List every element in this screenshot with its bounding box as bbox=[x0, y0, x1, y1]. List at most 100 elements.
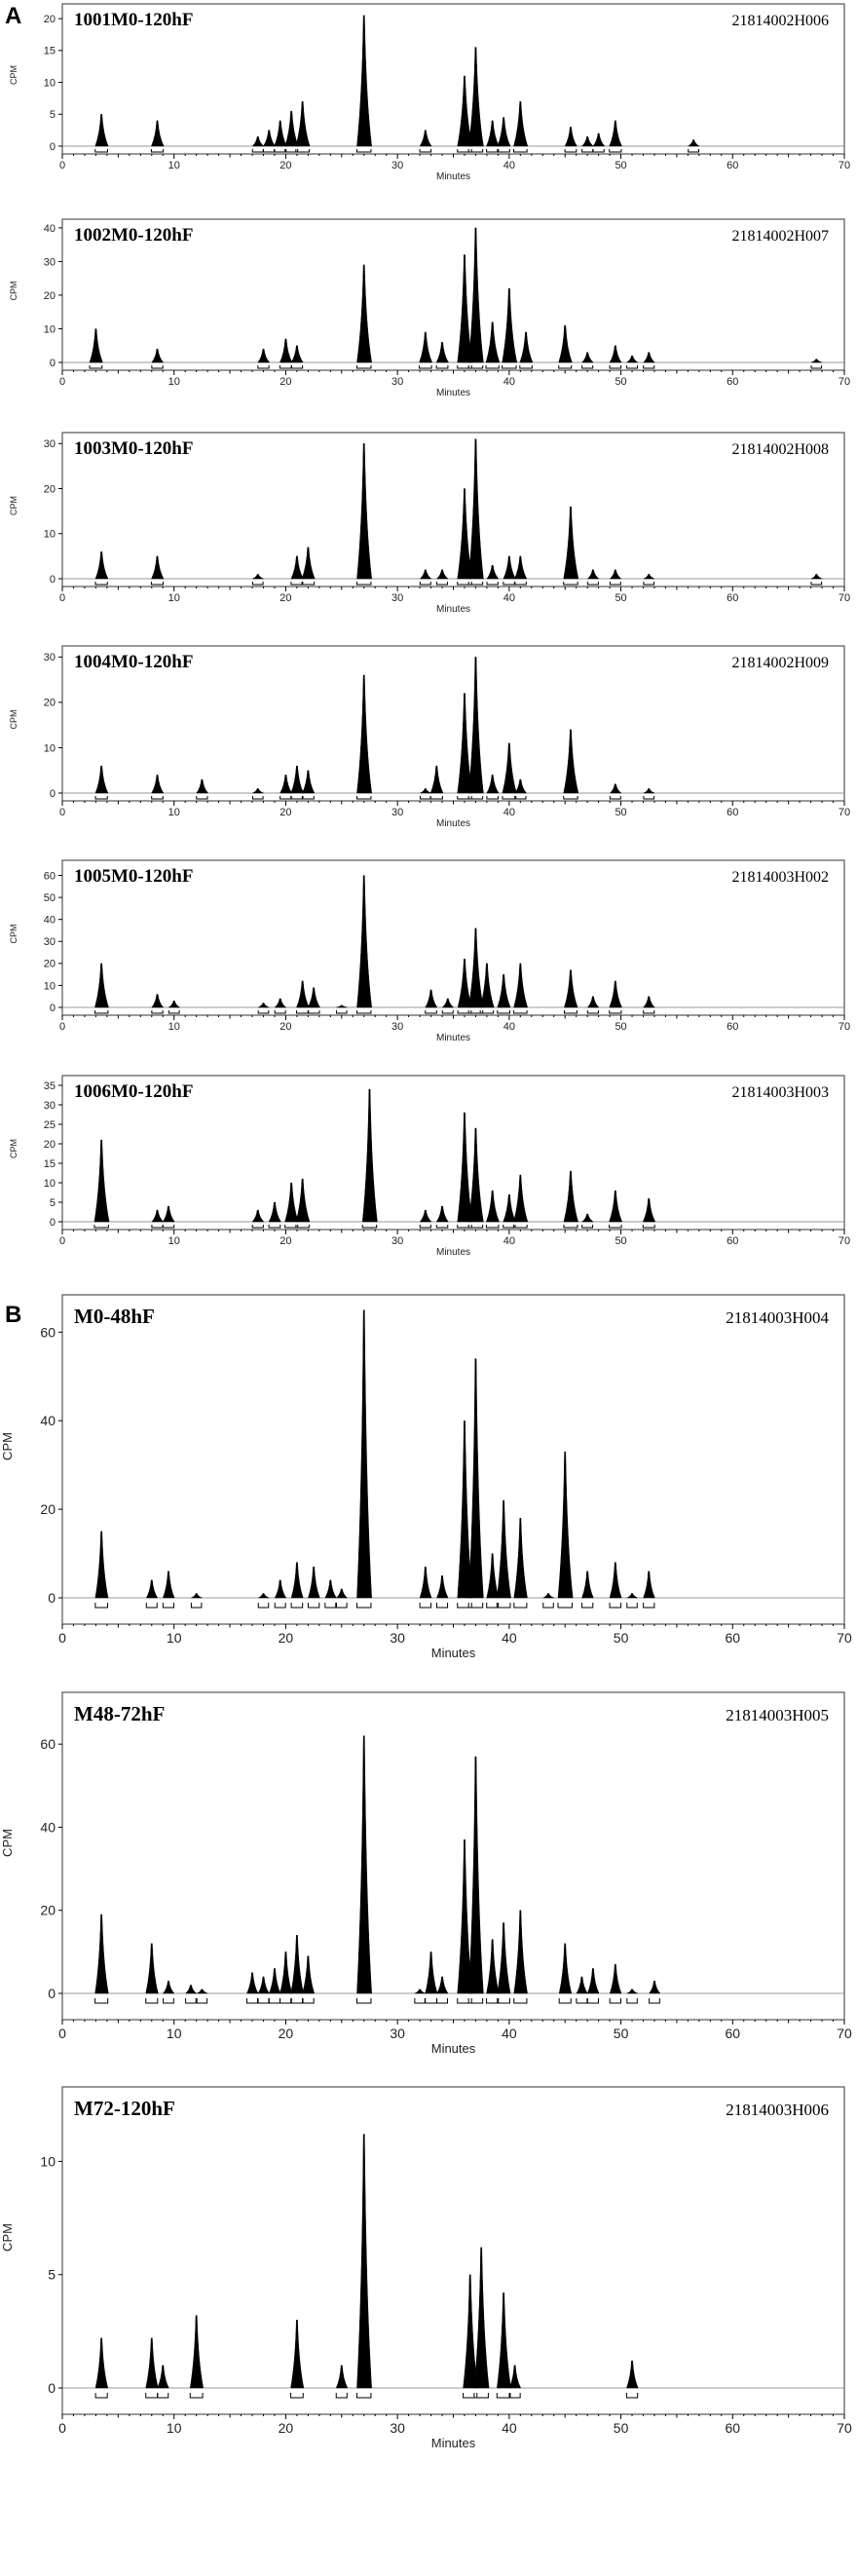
integration-bracket bbox=[609, 1603, 622, 1609]
peak-18 bbox=[513, 1517, 528, 1599]
integration-bracket bbox=[162, 1225, 175, 1229]
x-tick-label: 30 bbox=[390, 2420, 405, 2436]
x-tick-label: 60 bbox=[727, 807, 738, 818]
x-tick-label: 0 bbox=[59, 160, 65, 171]
peak-7 bbox=[307, 987, 321, 1008]
peak-6 bbox=[284, 1182, 299, 1223]
peak-9 bbox=[457, 254, 473, 363]
integration-bracket bbox=[324, 1603, 337, 1609]
integration-bracket bbox=[513, 1603, 528, 1609]
integration-bracket bbox=[508, 2393, 521, 2399]
integration-bracket bbox=[435, 1603, 449, 1609]
x-tick-label: 10 bbox=[168, 592, 180, 604]
peak-17 bbox=[467, 1756, 484, 1994]
integration-bracket bbox=[457, 365, 472, 369]
integration-bracket bbox=[150, 149, 165, 153]
integration-bracket bbox=[295, 149, 310, 153]
integration-bracket bbox=[257, 1603, 270, 1609]
x-tick-label: 20 bbox=[279, 376, 291, 388]
peak-15 bbox=[467, 1358, 484, 1599]
integration-bracket bbox=[457, 1225, 472, 1229]
integration-bracket bbox=[457, 1603, 472, 1609]
peak-17 bbox=[625, 355, 639, 363]
peak-2 bbox=[151, 775, 165, 794]
peak-1 bbox=[94, 1913, 109, 1994]
peak-18 bbox=[586, 996, 600, 1008]
peak-6 bbox=[246, 1972, 259, 1994]
y-tick-label: 0 bbox=[50, 574, 56, 586]
peak-2 bbox=[145, 1943, 159, 1994]
integration-bracket bbox=[557, 1603, 573, 1609]
peak-24 bbox=[643, 1571, 655, 1599]
integration-bracket bbox=[157, 2393, 169, 2399]
y-tick-label: 30 bbox=[44, 652, 56, 663]
peak-2 bbox=[145, 1579, 159, 1599]
integration-bracket bbox=[576, 1998, 588, 2004]
integration-bracket bbox=[189, 2393, 204, 2399]
sample-id: 21814003H004 bbox=[726, 1308, 829, 1327]
sample-id: 21814003H006 bbox=[726, 2101, 829, 2119]
y-tick-label: 30 bbox=[44, 1100, 56, 1112]
peak-4 bbox=[184, 1985, 198, 1994]
x-tick-label: 40 bbox=[503, 807, 515, 818]
peak-4 bbox=[252, 788, 264, 794]
sample-id: 21814003H002 bbox=[731, 869, 829, 886]
y-tick-label: 40 bbox=[44, 915, 56, 927]
x-tick-label: 40 bbox=[502, 2026, 517, 2041]
peak-4 bbox=[189, 2315, 205, 2389]
x-tick-label: 60 bbox=[727, 1235, 738, 1247]
integration-bracket bbox=[414, 1998, 426, 2004]
x-tick-label: 70 bbox=[838, 160, 850, 171]
integration-bracket bbox=[335, 2393, 348, 2399]
panel-letter-a: A bbox=[5, 3, 21, 29]
x-tick-label: 70 bbox=[837, 2420, 852, 2436]
peak-8 bbox=[268, 1968, 281, 1994]
integration-bracket bbox=[425, 1998, 437, 2004]
peak-2 bbox=[151, 994, 165, 1008]
integration-bracket bbox=[251, 149, 264, 153]
x-tick-label: 50 bbox=[614, 2420, 629, 2436]
peak-12 bbox=[502, 287, 518, 363]
peak-4 bbox=[191, 1593, 203, 1599]
x-tick-label: 0 bbox=[59, 1021, 65, 1033]
x-tick-label: 60 bbox=[725, 1630, 740, 1646]
integration-bracket bbox=[94, 1998, 109, 2004]
peak-8 bbox=[356, 15, 372, 147]
sample-id: 21814002H008 bbox=[731, 441, 829, 458]
y-tick-label: 20 bbox=[44, 959, 56, 970]
peak-11 bbox=[302, 1955, 316, 1994]
y-tick-label: 5 bbox=[48, 2267, 56, 2283]
x-tick-label: 40 bbox=[503, 592, 515, 604]
peak-19 bbox=[810, 359, 823, 363]
peak-3 bbox=[168, 1000, 180, 1008]
integration-bracket bbox=[336, 1010, 348, 1014]
peak-11 bbox=[485, 322, 501, 363]
integration-bracket bbox=[467, 1010, 484, 1014]
integration-bracket bbox=[419, 365, 432, 369]
integration-bracket bbox=[436, 582, 449, 586]
y-tick-label: 0 bbox=[50, 358, 56, 369]
integration-bracket bbox=[496, 1603, 511, 1609]
peak-19 bbox=[609, 980, 622, 1008]
integration-bracket bbox=[479, 1010, 495, 1014]
chart-8: 0 10 20 30 40 50 60 70 Minutes 0 20 40 60 CPM M48-72hF… bbox=[0, 1691, 852, 2056]
integration-bracket bbox=[467, 1998, 484, 2004]
integration-bracket bbox=[688, 149, 700, 153]
peak-15 bbox=[514, 778, 528, 794]
peak-3 bbox=[157, 2365, 169, 2389]
peak-6 bbox=[274, 1579, 287, 1599]
integration-bracket bbox=[284, 1225, 299, 1229]
y-tick-label: 0 bbox=[48, 2380, 56, 2396]
y-axis-label: CPM bbox=[0, 1432, 15, 1460]
peak-4 bbox=[263, 130, 277, 147]
plot-frame bbox=[61, 1691, 845, 2021]
peak-2 bbox=[151, 1209, 165, 1223]
integration-bracket bbox=[643, 582, 655, 586]
x-tick-label: 10 bbox=[167, 1630, 182, 1646]
x-tick-label: 20 bbox=[279, 592, 291, 604]
y-axis-label: CPM bbox=[0, 2223, 15, 2252]
peak-2 bbox=[151, 348, 165, 363]
peak-13 bbox=[513, 555, 528, 580]
integration-bracket bbox=[335, 1603, 348, 1609]
peak-5 bbox=[301, 547, 316, 580]
